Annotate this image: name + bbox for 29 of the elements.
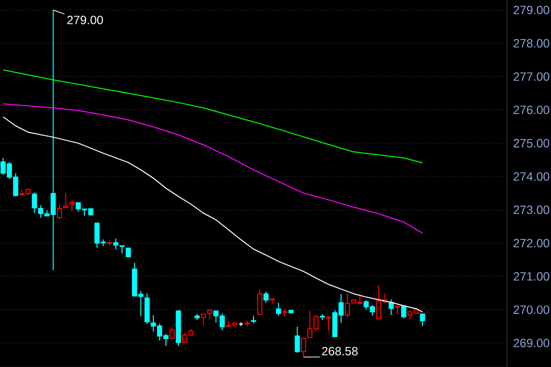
y-tick-label: 272.00 xyxy=(514,238,550,248)
candlestick xyxy=(69,200,75,212)
candlestick xyxy=(170,326,175,340)
candlestick xyxy=(326,316,332,332)
candlestick xyxy=(263,291,269,304)
y-tick-label: 277.00 xyxy=(514,72,550,81)
candlestick xyxy=(56,204,62,220)
y-tick-label: 279.00 xyxy=(514,6,550,14)
candlestick xyxy=(113,238,118,250)
y-tick-label: 271.00 xyxy=(514,272,550,281)
annotation: 279.00 xyxy=(67,16,103,24)
y-tick-label: 276.00 xyxy=(514,106,550,114)
candlestick xyxy=(276,302,282,316)
candlestick xyxy=(388,298,394,316)
y-tick-label: 273.00 xyxy=(514,206,550,214)
candlestick xyxy=(420,314,426,327)
candlestick xyxy=(144,292,150,325)
candlestick xyxy=(301,338,306,358)
candlestick xyxy=(63,192,68,208)
y-tick-label: 274.00 xyxy=(514,172,550,181)
annotation: 268.58 xyxy=(322,346,358,356)
y-tick-label: 278.00 xyxy=(514,39,550,48)
y-tick-label: 270.00 xyxy=(514,305,550,314)
y-tick-label: 269.00 xyxy=(514,338,550,348)
candlestick xyxy=(394,304,400,315)
y-tick-label: 275.00 xyxy=(514,138,550,148)
candlestick xyxy=(294,326,300,354)
candlestick xyxy=(257,288,262,315)
candlestick xyxy=(401,306,406,319)
